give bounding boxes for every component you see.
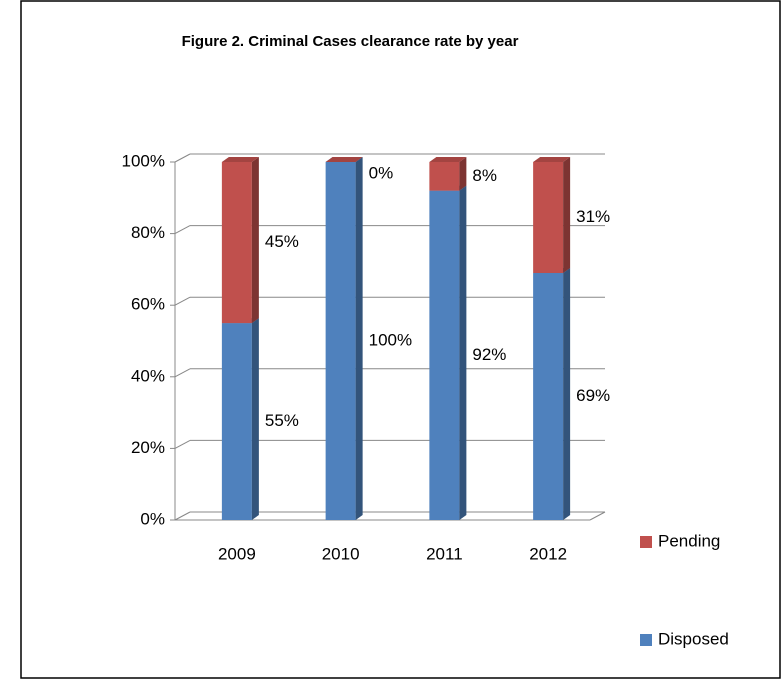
y-tick-label: 40% bbox=[131, 366, 165, 385]
grid-line bbox=[174, 153, 191, 163]
bar bbox=[325, 162, 356, 520]
bar bbox=[533, 162, 564, 273]
bar-top bbox=[533, 157, 571, 162]
y-tick-label: 80% bbox=[131, 223, 165, 242]
x-tick-label: 2009 bbox=[218, 544, 256, 563]
legend-label: Pending bbox=[658, 531, 720, 550]
frame bbox=[20, 0, 781, 679]
grid-line bbox=[174, 225, 191, 235]
bar bbox=[429, 162, 460, 191]
data-label: 69% bbox=[576, 386, 610, 405]
legend-swatch bbox=[640, 634, 652, 646]
data-label: 92% bbox=[472, 345, 506, 364]
bar-top bbox=[325, 157, 363, 162]
bar-side bbox=[355, 157, 363, 520]
y-tick-label: 60% bbox=[131, 295, 165, 314]
y-tick-label: 20% bbox=[131, 438, 165, 457]
legend-label: Disposed bbox=[658, 629, 729, 648]
data-label: 45% bbox=[265, 232, 299, 251]
data-label: 100% bbox=[369, 330, 412, 349]
data-label: 31% bbox=[576, 207, 610, 226]
x-tick-label: 2012 bbox=[529, 544, 567, 563]
data-label: 0% bbox=[369, 163, 394, 182]
bar bbox=[221, 162, 252, 324]
floor-edge bbox=[589, 511, 606, 521]
grid-line bbox=[174, 439, 191, 449]
bar-side bbox=[563, 267, 571, 520]
legend-swatch bbox=[640, 536, 652, 548]
y-tick-label: 100% bbox=[122, 151, 165, 170]
grid-line bbox=[174, 368, 191, 378]
bar bbox=[429, 190, 460, 520]
bar-side bbox=[563, 157, 571, 273]
y-tick-label: 0% bbox=[140, 509, 165, 528]
bar-top bbox=[221, 157, 259, 162]
bar bbox=[533, 272, 564, 520]
bar-top bbox=[429, 157, 467, 162]
x-tick-label: 2011 bbox=[426, 544, 463, 563]
chart-title: Figure 2. Criminal Cases clearance rate … bbox=[182, 33, 519, 50]
x-tick-label: 2010 bbox=[322, 544, 360, 563]
bar bbox=[221, 323, 252, 520]
grid-line bbox=[174, 511, 191, 521]
data-label: 55% bbox=[265, 411, 299, 430]
data-label: 8% bbox=[472, 166, 497, 185]
bar-side bbox=[251, 318, 259, 520]
bar-side bbox=[459, 157, 467, 191]
bar-side bbox=[459, 185, 467, 520]
grid-line bbox=[174, 296, 191, 306]
bar-side bbox=[251, 157, 259, 324]
